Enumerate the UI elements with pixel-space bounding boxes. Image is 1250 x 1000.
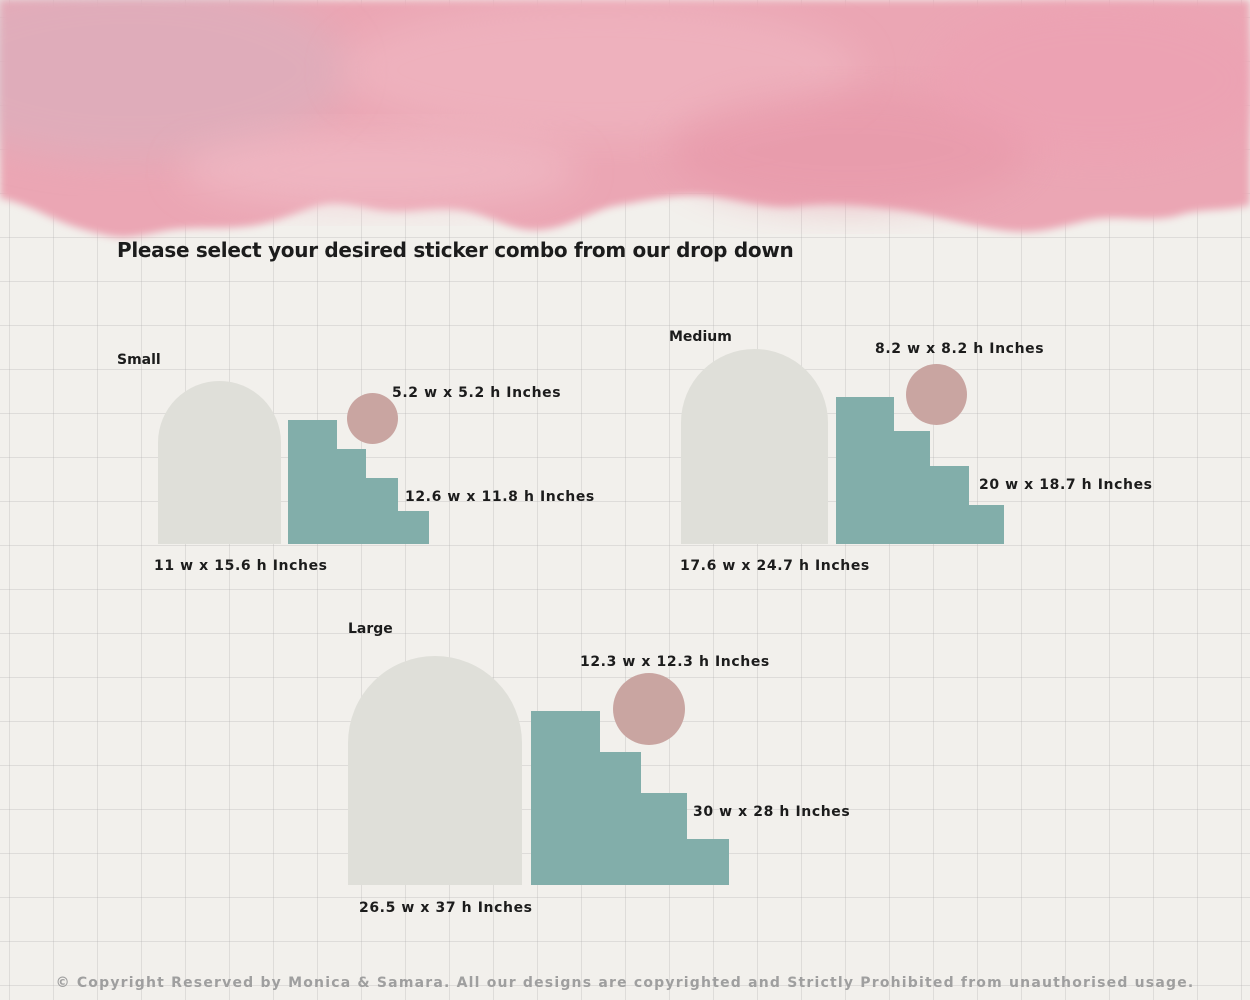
stairs-size-medium: 20 w x 18.7 h Inches xyxy=(979,477,1153,493)
stairs-sticker-medium xyxy=(836,397,1004,544)
set-label-large: Large xyxy=(348,621,393,637)
stairs-sticker-large xyxy=(531,711,729,885)
circle-sticker-medium xyxy=(906,364,967,425)
arch-size-large: 26.5 w x 37 h Inches xyxy=(359,900,533,916)
stairs-sticker-small xyxy=(288,420,429,544)
set-label-medium: Medium xyxy=(669,329,732,345)
stairs-size-large: 30 w x 28 h Inches xyxy=(693,804,851,820)
copyright-notice: © Copyright Reserved by Monica & Samara.… xyxy=(55,975,1195,991)
circle-sticker-large xyxy=(613,673,685,745)
circle-size-large: 12.3 w x 12.3 h Inches xyxy=(580,654,770,670)
arch-sticker-small xyxy=(158,381,281,544)
circle-size-small: 5.2 w x 5.2 h Inches xyxy=(392,385,562,401)
watercolor-header-background xyxy=(0,0,1250,238)
circle-sticker-small xyxy=(347,393,398,444)
set-label-small: Small xyxy=(117,352,161,368)
arch-sticker-large xyxy=(348,656,522,885)
circle-size-medium: 8.2 w x 8.2 h Inches xyxy=(875,341,1045,357)
stairs-size-small: 12.6 w x 11.8 h Inches xyxy=(405,489,595,505)
arch-size-medium: 17.6 w x 24.7 h Inches xyxy=(680,558,870,574)
arch-size-small: 11 w x 15.6 h Inches xyxy=(154,558,328,574)
page-heading: Please select your desired sticker combo… xyxy=(117,238,794,262)
arch-sticker-medium xyxy=(681,349,828,544)
